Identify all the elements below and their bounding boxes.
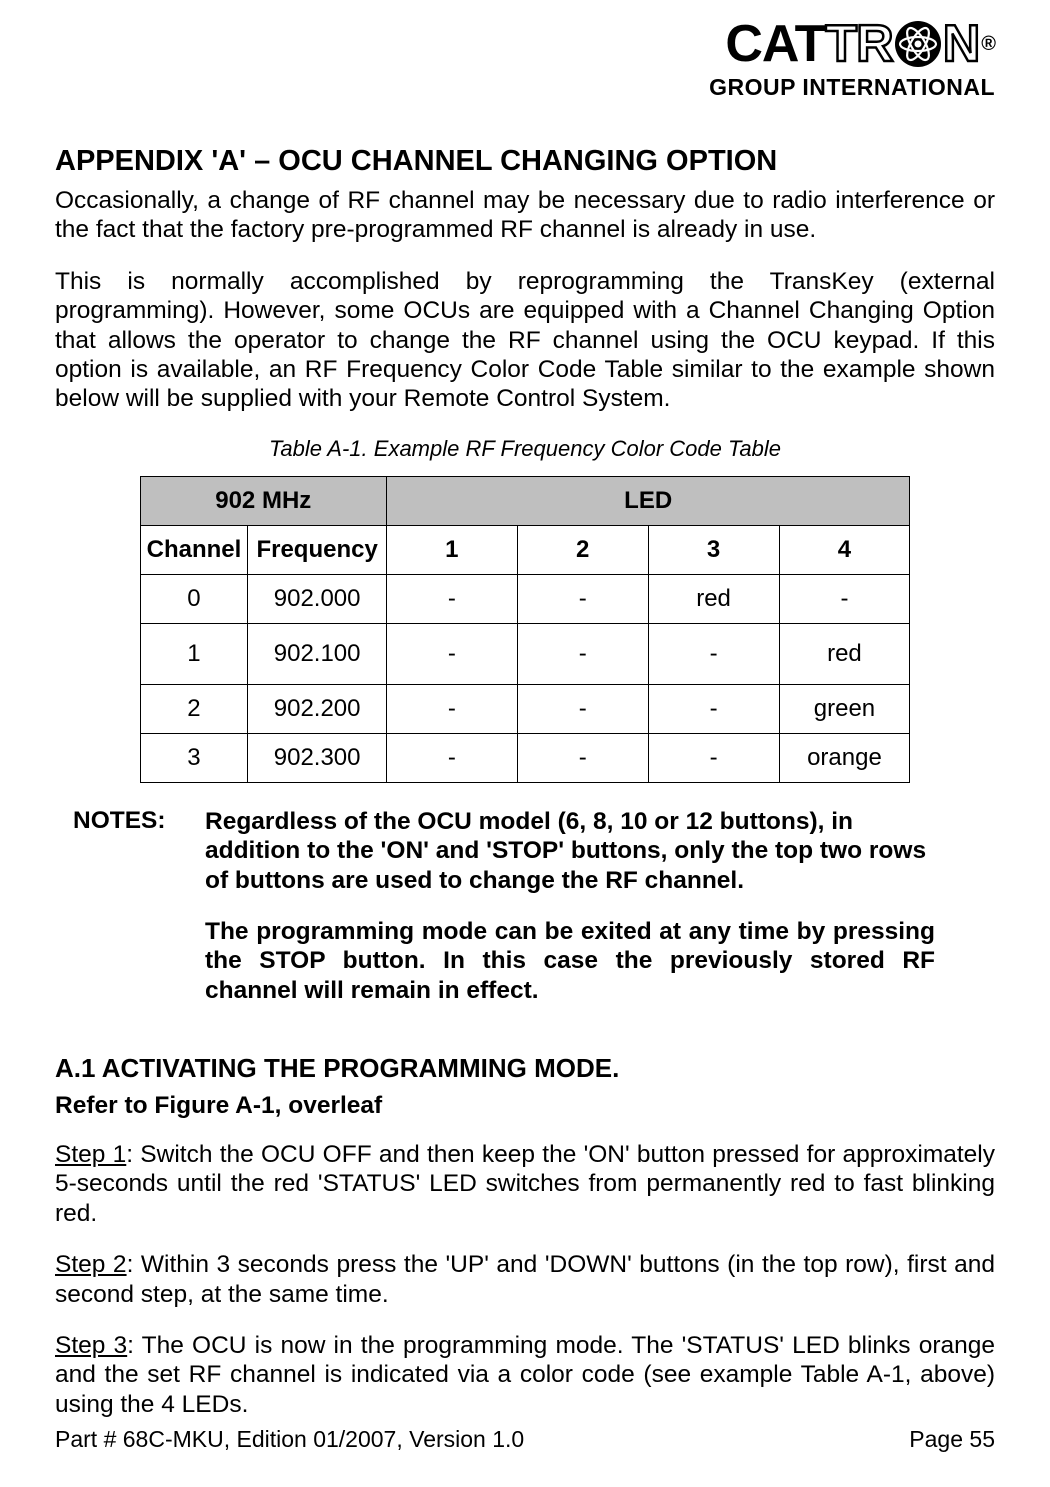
table-sub-header-row: Channel Frequency 1 2 3 4 [140,525,910,574]
table-cell: - [517,733,648,782]
notes-block: NOTES: Regardless of the OCU model (6, 8… [55,807,935,1027]
table-row: 3902.300---orange [140,733,910,782]
table-cell: 902.100 [248,623,387,684]
header-frequency: Frequency [248,525,387,574]
logo-text-solid: CAT [725,18,825,70]
step-label: Step 1 [55,1141,126,1168]
table-cell: - [386,574,517,623]
brand-logo: CATTR N® GROUP INTERNATIONAL [709,18,995,101]
table-cell: 902.000 [248,574,387,623]
intro-paragraph-2: This is normally accomplished by reprogr… [55,267,995,414]
header-led-3: 3 [648,525,779,574]
logo-subtitle: GROUP INTERNATIONAL [709,74,995,101]
table-cell: green [779,684,910,733]
table-cell: - [779,574,910,623]
registered-mark: ® [981,34,995,54]
table-row: 1902.100---red [140,623,910,684]
steps-list: Step 1: Switch the OCU OFF and then keep… [55,1140,995,1419]
table-cell: - [517,623,648,684]
table-cell: - [648,623,779,684]
appendix-title: APPENDIX 'A' – OCU CHANNEL CHANGING OPTI… [55,145,995,178]
footer-left: Part # 68C-MKU, Edition 01/2007, Version… [55,1426,524,1453]
logo-text-outline-2: N [943,18,980,70]
table-cell: red [648,574,779,623]
intro-paragraph-1: Occasionally, a change of RF channel may… [55,186,995,245]
table-group-header-row: 902 MHz LED [140,476,910,525]
header-led-1: 1 [386,525,517,574]
table-cell: 3 [140,733,248,782]
page: CATTR N® GROUP INTERNATIONAL APPENDIX 'A'… [0,0,1050,1487]
table-cell: 1 [140,623,248,684]
table-row: 2902.200---green [140,684,910,733]
footer-right: Page 55 [909,1426,995,1453]
table-cell: orange [779,733,910,782]
table-cell: - [386,733,517,782]
step-label: Step 3 [55,1332,127,1359]
header-led-4: 4 [779,525,910,574]
table-cell: 902.300 [248,733,387,782]
step-text: : Within 3 seconds press the 'UP' and 'D… [55,1251,995,1307]
table-cell: - [648,684,779,733]
frequency-table: 902 MHz LED Channel Frequency 1 2 3 4 09… [140,476,911,783]
table-cell: - [386,623,517,684]
page-footer: Part # 68C-MKU, Edition 01/2007, Version… [55,1426,995,1453]
table-cell: 902.200 [248,684,387,733]
section-a1-subhead: Refer to Figure A-1, overleaf [55,1092,995,1120]
notes-label: NOTES: [55,807,205,1027]
atom-icon [893,19,943,69]
table-cell: 2 [140,684,248,733]
notes-paragraph-2: The programming mode can be exited at an… [205,917,935,1005]
notes-text: Regardless of the OCU model (6, 8, 10 or… [205,807,935,1027]
table-cell: - [517,684,648,733]
table-cell: - [386,684,517,733]
page-content: APPENDIX 'A' – OCU CHANNEL CHANGING OPTI… [55,145,995,1419]
header-led: LED [386,476,909,525]
table-row: 0902.000--red- [140,574,910,623]
step-paragraph: Step 2: Within 3 seconds press the 'UP' … [55,1250,995,1309]
table-cell: - [517,574,648,623]
step-paragraph: Step 3: The OCU is now in the programmin… [55,1331,995,1419]
section-a1-heading: A.1 ACTIVATING THE PROGRAMMING MODE. [55,1053,995,1084]
table-cell: red [779,623,910,684]
step-paragraph: Step 1: Switch the OCU OFF and then keep… [55,1140,995,1228]
header-mhz: 902 MHz [140,476,386,525]
logo-wordmark: CATTR N® [709,18,995,70]
header-led-2: 2 [517,525,648,574]
table-caption: Table A-1. Example RF Frequency Color Co… [55,436,995,462]
step-text: : Switch the OCU OFF and then keep the '… [55,1141,995,1227]
table-cell: - [648,733,779,782]
step-text: : The OCU is now in the programming mode… [55,1332,995,1418]
step-label: Step 2 [55,1251,127,1278]
table-cell: 0 [140,574,248,623]
notes-paragraph-1: Regardless of the OCU model (6, 8, 10 or… [205,807,935,895]
logo-text-outline-1: TR [825,18,892,70]
header-channel: Channel [140,525,248,574]
